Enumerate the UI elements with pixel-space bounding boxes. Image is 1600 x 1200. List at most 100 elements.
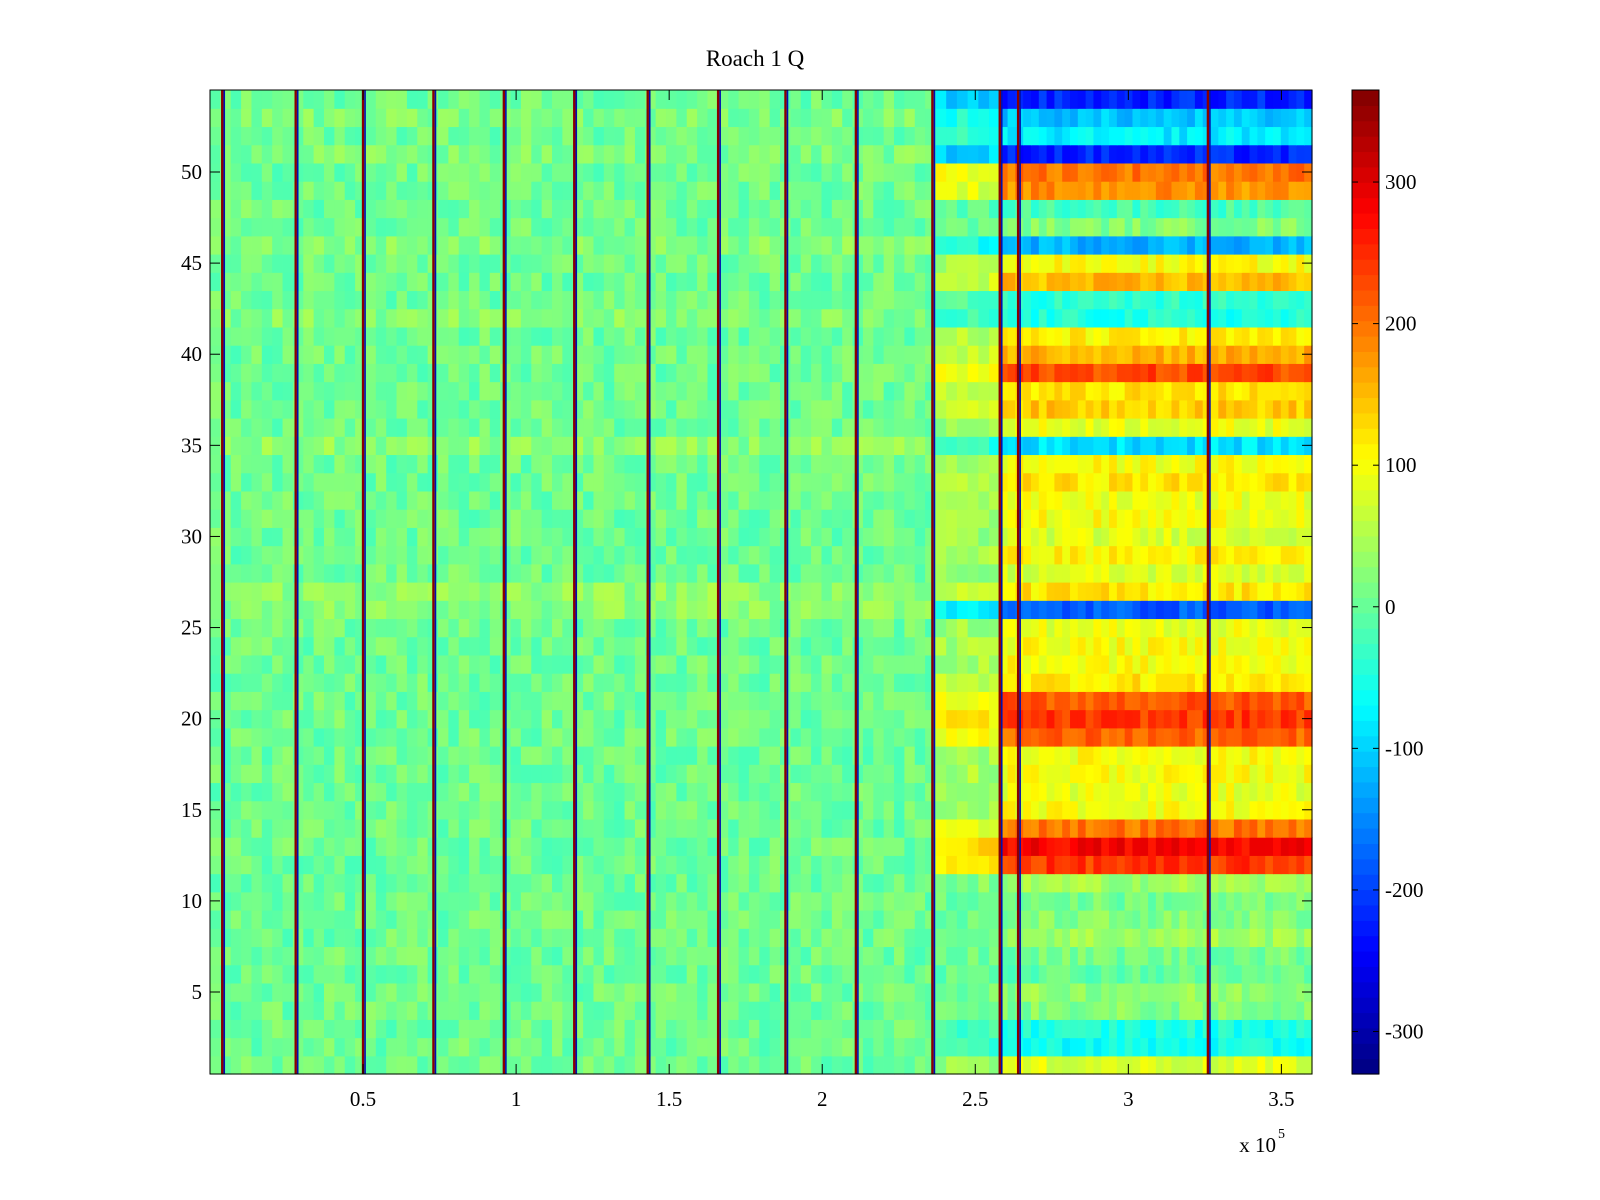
heatmap-cell: [282, 600, 294, 620]
heatmap-cell: [593, 855, 605, 875]
heatmap-cell: [1030, 727, 1040, 747]
heatmap-cell: [904, 545, 916, 565]
heatmap-cell: [282, 782, 294, 802]
heatmap-cell: [1007, 928, 1016, 948]
heatmap-cell: [1054, 691, 1063, 711]
heatmap-cell: [479, 144, 491, 164]
heatmap-cell: [344, 873, 356, 893]
heatmap-cell: [562, 90, 574, 109]
heatmap-cell: [894, 181, 905, 200]
heatmap-cell: [334, 436, 346, 456]
heatmap-cell: [914, 108, 926, 128]
heatmap-cell: [458, 946, 470, 966]
heatmap-cell: [894, 345, 905, 364]
heatmap-cell: [438, 381, 449, 401]
heatmap-cell: [707, 782, 719, 802]
heatmap-cell: [386, 326, 398, 346]
heatmap-cell: [925, 290, 937, 310]
heatmap-cell: [1054, 964, 1063, 984]
heatmap-cell: [324, 1001, 335, 1020]
heatmap-cell: [883, 308, 895, 328]
heatmap-cell: [956, 235, 969, 255]
heatmap-cell: [666, 254, 677, 273]
heatmap-cell: [914, 673, 926, 692]
heatmap-cell: [707, 1037, 719, 1057]
heatmap-cell: [790, 1001, 802, 1020]
heatmap-cell: [614, 600, 626, 620]
heatmap-cell: [935, 563, 947, 583]
heatmap-cell: [1109, 891, 1118, 911]
heatmap-cell: [272, 235, 284, 255]
heatmap-cell: [251, 800, 263, 820]
heatmap-cell: [634, 199, 646, 219]
heatmap-cell: [967, 563, 979, 583]
heatmap-cell: [375, 509, 387, 528]
heatmap-cell: [355, 800, 367, 820]
heatmap-cell: [324, 782, 335, 802]
heatmap-cell: [790, 782, 802, 802]
heatmap-cell: [1179, 982, 1188, 1002]
heatmap-cell: [831, 582, 843, 601]
heatmap-cell: [831, 891, 843, 911]
heatmap-cell: [873, 490, 885, 510]
heatmap-cell: [1132, 910, 1141, 929]
heatmap-cell: [365, 782, 377, 802]
heatmap-cell: [1179, 782, 1188, 802]
heatmap-cell: [759, 418, 771, 437]
heatmap-cell: [634, 345, 646, 364]
heatmap-cell: [251, 126, 263, 146]
heatmap-cell: [634, 582, 646, 601]
heatmap-cell: [999, 800, 1009, 820]
heatmap-cell: [251, 928, 263, 948]
heatmap-cell: [728, 563, 740, 583]
heatmap-cell: [717, 910, 729, 929]
heatmap-cell: [344, 181, 356, 200]
heatmap-cell: [386, 691, 398, 711]
heatmap-cell: [396, 636, 408, 656]
heatmap-cell: [1124, 982, 1134, 1002]
heatmap-cell: [510, 381, 522, 401]
heatmap-cell: [748, 618, 760, 638]
heatmap-cell: [552, 818, 563, 838]
heatmap-cell: [1226, 782, 1235, 802]
heatmap-cell: [935, 308, 947, 328]
heatmap-cell: [946, 727, 958, 747]
heatmap-cell: [645, 855, 657, 875]
heatmap-cell: [686, 527, 698, 547]
heatmap-cell: [572, 509, 584, 528]
heatmap-cell: [448, 964, 460, 984]
heatmap-cell: [230, 1001, 242, 1020]
heatmap-cell: [334, 235, 346, 255]
heatmap-cell: [1116, 746, 1126, 765]
heatmap-cell: [676, 418, 688, 437]
heatmap-cell: [925, 618, 937, 638]
heatmap-cell: [821, 654, 833, 674]
heatmap-cell: [541, 946, 553, 966]
heatmap-cell: [1054, 654, 1063, 674]
heatmap-cell: [697, 527, 709, 547]
heatmap-cell: [541, 254, 553, 273]
heatmap-cell: [811, 1001, 823, 1020]
heatmap-cell: [406, 509, 418, 528]
heatmap-cell: [759, 381, 771, 401]
heatmap-cell: [469, 108, 481, 128]
heatmap-cell: [1304, 837, 1313, 856]
heatmap-cell: [697, 928, 709, 948]
heatmap-cell: [873, 345, 885, 364]
heatmap-cell: [645, 490, 657, 510]
heatmap-cell: [728, 418, 740, 437]
heatmap-cell: [552, 381, 563, 401]
heatmap-cell: [1077, 873, 1087, 893]
heatmap-cell: [1249, 727, 1258, 747]
heatmap-cell: [261, 618, 273, 638]
heatmap-cell: [645, 199, 657, 219]
heatmap-cell: [251, 1019, 263, 1039]
heatmap-cell: [1272, 691, 1282, 711]
heatmap-cell: [230, 1055, 242, 1075]
heatmap-cell: [831, 381, 843, 401]
heatmap-cell: [1007, 800, 1016, 820]
heatmap-cell: [634, 545, 646, 565]
heatmap-cell: [1062, 855, 1071, 875]
heatmap-cell: [541, 910, 553, 929]
heatmap-cell: [1210, 800, 1219, 820]
